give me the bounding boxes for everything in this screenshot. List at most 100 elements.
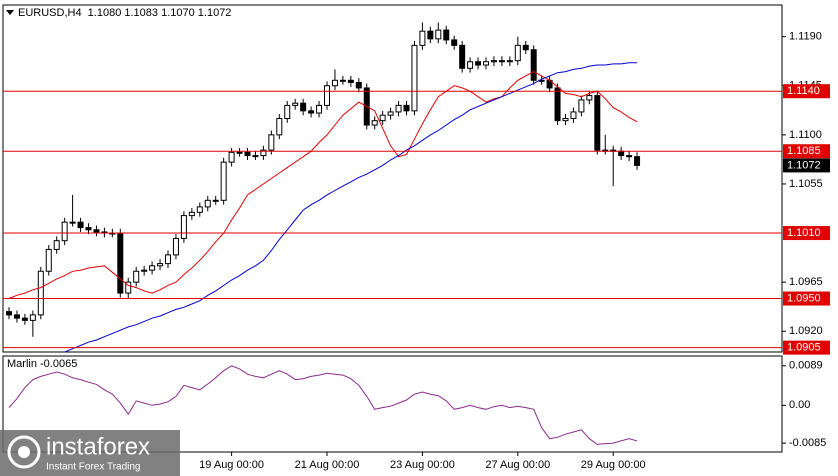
chart-title: EURUSD,H4 1.1080 1.1083 1.1070 1.1072 [18,7,231,19]
last-price-bg [783,158,830,173]
y-tick-label: 0.0089 [789,360,823,372]
last-price-label: 1.1072 [787,159,821,171]
candle-body [530,49,537,81]
x-tick-label: 23 Aug 00:00 [390,459,455,471]
candle-body [403,104,410,112]
candle-body [443,29,450,41]
candle-body [347,79,354,83]
candle-body [268,134,275,151]
candle-body [300,102,307,112]
candle-body [634,156,641,166]
candle-body [371,120,378,126]
candle-body [419,30,426,46]
candle-body [29,314,36,321]
plot-layer: EURUSD,H4 1.1080 1.1083 1.1070 1.1072 1.1… [3,7,830,471]
y-tick-label: 1.1055 [789,178,823,190]
candle-body [308,110,315,114]
candle-body [204,199,211,208]
candle-body [236,151,243,154]
candle-body [570,111,577,119]
candle-body [45,248,52,272]
candle-body [276,117,283,136]
candle-body [61,221,68,242]
candle-body [395,104,402,113]
chart-title: Marlin -0.0065 [7,358,77,370]
candle-body [6,311,12,316]
candle-body [141,269,148,272]
candle-body [411,44,418,112]
candle-body [53,240,60,250]
candle-body [475,61,482,66]
x-tick-label: 19 Aug 00:00 [199,459,264,471]
level-label-bg [783,291,830,306]
candle-body [467,61,474,69]
candle-body [331,79,338,87]
price-frame [2,4,783,353]
candle-body [324,85,330,106]
symbol-menu-icon[interactable] [6,10,14,15]
candle-body [506,60,513,63]
watermark: instaforex Instant Forex Trading [0,430,180,476]
candle-body [514,44,521,62]
candle-body [594,95,601,151]
candle-body [459,44,466,69]
level-label: 1.1085 [787,145,821,157]
level-label: 1.0905 [787,342,821,354]
candle-body [228,151,235,163]
candle-body [260,149,267,157]
x-tick-label: 21 Aug 00:00 [295,459,360,471]
y-tick-label: 1.0920 [789,325,823,337]
watermark-tagline: Instant Forex Trading [46,462,141,473]
candle-body [85,227,92,231]
candle-body [379,114,386,122]
watermark-icon-core [18,446,30,458]
y-tick-label: 1.1190 [789,31,822,43]
level-label-bg [783,226,830,241]
candle-body [125,281,132,294]
y-tick-label: -0.0085 [789,437,826,449]
candle-body [165,254,171,265]
candle-body [220,161,227,201]
x-tick-label: 27 Aug 00:00 [485,459,550,471]
candle-body [562,117,569,122]
candle-body [355,81,362,89]
candle-body [212,199,219,202]
level-label: 1.1010 [787,227,821,239]
candle-body [77,221,84,229]
candle-body [117,232,124,294]
candle-body [339,79,346,82]
candle-body [133,270,140,283]
candle-body [498,60,505,63]
candle-body [180,215,187,240]
watermark-icon [7,435,41,469]
level-label-bg [783,84,830,99]
series-line [8,71,638,299]
candle-body [196,206,203,213]
candle-body [284,104,291,119]
level-label-bg [783,340,830,355]
candle-body [522,44,529,51]
candle-body [483,61,489,66]
candle-body [490,60,497,63]
candle-body [244,151,251,157]
candle-body [13,314,20,319]
candle-body [618,150,625,157]
candle-body [69,221,76,224]
y-tick-label: 1.1100 [789,129,822,141]
candle-body [451,39,458,46]
candle-body [554,87,561,122]
candle-body [21,317,28,321]
y-tick-label: 1.0965 [789,276,823,288]
candle-body [578,99,585,113]
candle-body [586,95,593,101]
candle-body [252,155,259,158]
candle-body [292,102,299,106]
level-label: 1.1140 [787,85,820,97]
candle-body [93,229,100,233]
candle-body [149,265,156,271]
level-label-bg [783,144,830,159]
series-line [8,365,638,445]
